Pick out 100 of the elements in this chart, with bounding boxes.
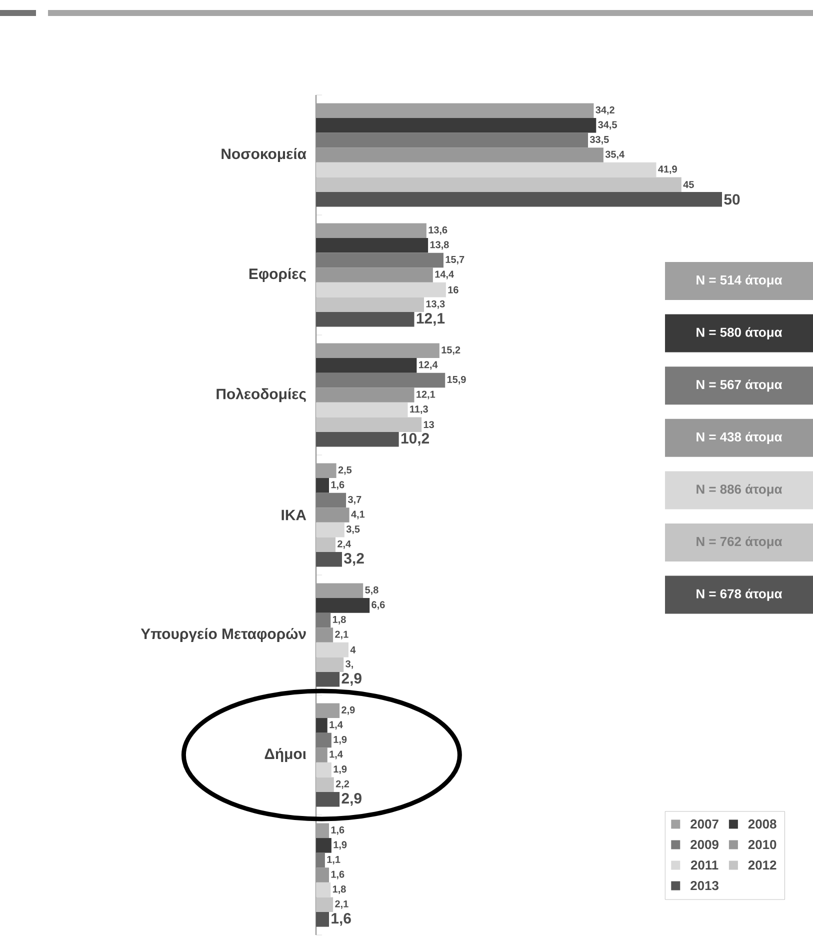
bar (316, 192, 722, 207)
data-label: 2,9 (342, 706, 355, 715)
bar (316, 732, 332, 748)
legend-label: 2008 (748, 819, 776, 829)
bar (316, 912, 329, 927)
bar (316, 118, 596, 133)
data-label: 2,1 (335, 900, 348, 909)
y-tick-label: Δήμοι (264, 748, 306, 762)
annotation: N = 762 άτομα (696, 536, 782, 549)
data-label: 15,2 (442, 346, 460, 355)
bar (316, 478, 329, 493)
bar (316, 238, 428, 253)
data-label: 13,6 (428, 226, 448, 235)
legend-label: 2007 (690, 819, 718, 829)
bar (316, 897, 334, 912)
bar (316, 312, 414, 327)
data-label: 1,9 (334, 736, 347, 744)
y-tick-label: Υπουργείο Μεταφορών (140, 628, 306, 642)
legend-label: 2013 (690, 880, 718, 890)
data-label: 33,5 (590, 136, 609, 144)
y-tick-label: Πολεοδομίες (216, 388, 306, 402)
bar (316, 492, 346, 508)
bar (316, 852, 325, 868)
bar (316, 762, 332, 778)
data-label: 15,7 (446, 256, 464, 264)
bar (316, 552, 342, 567)
data-label: 10,2 (401, 433, 429, 446)
data-label: 3,2 (344, 553, 364, 566)
annotation: N = 514 άτομα (696, 274, 782, 288)
data-label: 3,7 (348, 496, 362, 504)
data-label: 14,4 (435, 270, 454, 280)
data-label: 35,4 (605, 150, 624, 160)
data-label: 41,9 (658, 166, 677, 174)
data-label: 1,6 (331, 481, 344, 490)
bar (316, 162, 656, 178)
y-tick-label: Νοσοκομεία (222, 148, 306, 162)
data-label: 5,8 (365, 586, 378, 595)
legend-label: 2011 (690, 860, 718, 870)
bar (316, 177, 682, 192)
legend-label: 2012 (748, 860, 776, 870)
bar (316, 777, 334, 792)
bar (316, 598, 370, 613)
bar (316, 657, 344, 672)
y-tick-label: Εφορίες (249, 268, 306, 282)
annotation: N = 886 άτομα (696, 484, 782, 496)
data-label: 50 (724, 194, 740, 205)
annotation: N = 438 άτομα (696, 432, 782, 444)
data-label: 6,6 (372, 601, 385, 610)
legend-label: 2009 (690, 840, 718, 850)
data-label: 3,5 (346, 526, 360, 534)
data-label: 1,6 (331, 826, 344, 835)
data-label: 13 (424, 421, 434, 428)
data-label: 2,9 (342, 793, 362, 806)
data-label: 1,9 (334, 841, 347, 850)
data-label: 13,3 (426, 300, 445, 309)
data-label: 4,1 (351, 510, 365, 520)
data-label: 2,4 (338, 540, 351, 549)
bar (316, 672, 340, 687)
data-label: 13,8 (430, 241, 449, 250)
bar (316, 282, 446, 298)
data-label: 1,6 (332, 913, 351, 926)
data-label: 1,9 (334, 766, 347, 774)
annotation: N = 580 άτομα (696, 327, 782, 340)
bar (316, 252, 444, 268)
data-label: 12,1 (416, 313, 445, 326)
data-label: 1,4 (330, 721, 343, 730)
data-label: 1,8 (332, 886, 346, 894)
data-label: 12,4 (419, 361, 438, 370)
data-label: 1,4 (330, 750, 343, 760)
bar (316, 792, 340, 807)
bar (316, 718, 328, 733)
data-label: 16 (448, 286, 458, 294)
bar (316, 132, 588, 148)
bar (316, 432, 399, 447)
data-label: 34,2 (596, 106, 614, 115)
data-label: 45 (683, 181, 694, 188)
bar (316, 358, 417, 373)
legend-label: 2010 (748, 840, 776, 850)
data-label: 15,9 (447, 376, 466, 384)
bar (316, 838, 332, 853)
bar (316, 297, 424, 312)
data-label: 2,9 (342, 673, 362, 686)
data-label: 1,1 (327, 856, 340, 864)
data-label: 11,3 (410, 406, 428, 414)
data-label: 34,5 (598, 121, 617, 130)
data-label: 1,8 (332, 616, 346, 624)
annotation: N = 678 άτομα (696, 588, 782, 601)
data-label: 2,2 (336, 780, 350, 789)
annotation: N = 567 άτομα (696, 380, 782, 392)
bar (316, 882, 331, 898)
bar (316, 537, 336, 552)
data-label: 2,5 (338, 466, 352, 475)
bar (316, 642, 348, 658)
y-tick-label: ΙΚΑ (282, 510, 306, 520)
bar (316, 417, 422, 432)
data-label: 12,1 (416, 390, 436, 400)
bar (316, 612, 331, 628)
data-label: 3, (346, 660, 353, 669)
bar (316, 522, 344, 538)
data-label: 1,6 (331, 870, 344, 880)
